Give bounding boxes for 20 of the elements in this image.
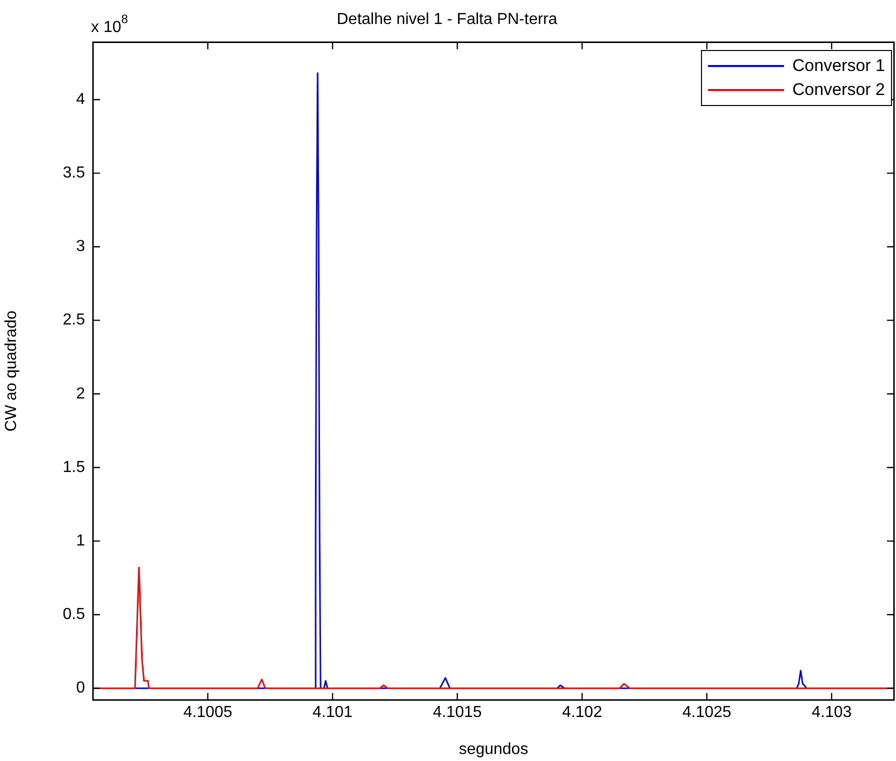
y-tick-label: 2.5 xyxy=(62,312,86,329)
legend-label: Conversor 2 xyxy=(792,80,885,100)
x-tick-label: 4.1005 xyxy=(183,704,232,722)
y-tick-label: 1.5 xyxy=(62,458,86,476)
y-tick-label: 3.5 xyxy=(62,164,86,182)
chart-title: Detalhe nivel 1 - Falta PN-terra xyxy=(336,11,558,28)
y-tick-label: 0.5 xyxy=(62,606,86,624)
y-axis-title: CW ao quadrado xyxy=(3,310,20,432)
y-tick-label: 0 xyxy=(76,680,86,697)
y-tick-label: 1 xyxy=(76,532,86,550)
y-tick-label: 3 xyxy=(76,238,86,256)
x-tick-label: 4.102 xyxy=(562,704,602,722)
x-tick-label: 4.1015 xyxy=(432,704,482,722)
x-axis-title: segundos xyxy=(458,740,528,758)
x-tick-label: 4.101 xyxy=(312,704,353,722)
x-tick-label: 4.103 xyxy=(812,704,852,722)
y-tick-label: 4 xyxy=(76,91,86,108)
y-tick-label: 2 xyxy=(76,385,86,402)
legend-label: Conversor 1 xyxy=(792,56,885,76)
x-tick-label: 4.1025 xyxy=(682,704,732,722)
